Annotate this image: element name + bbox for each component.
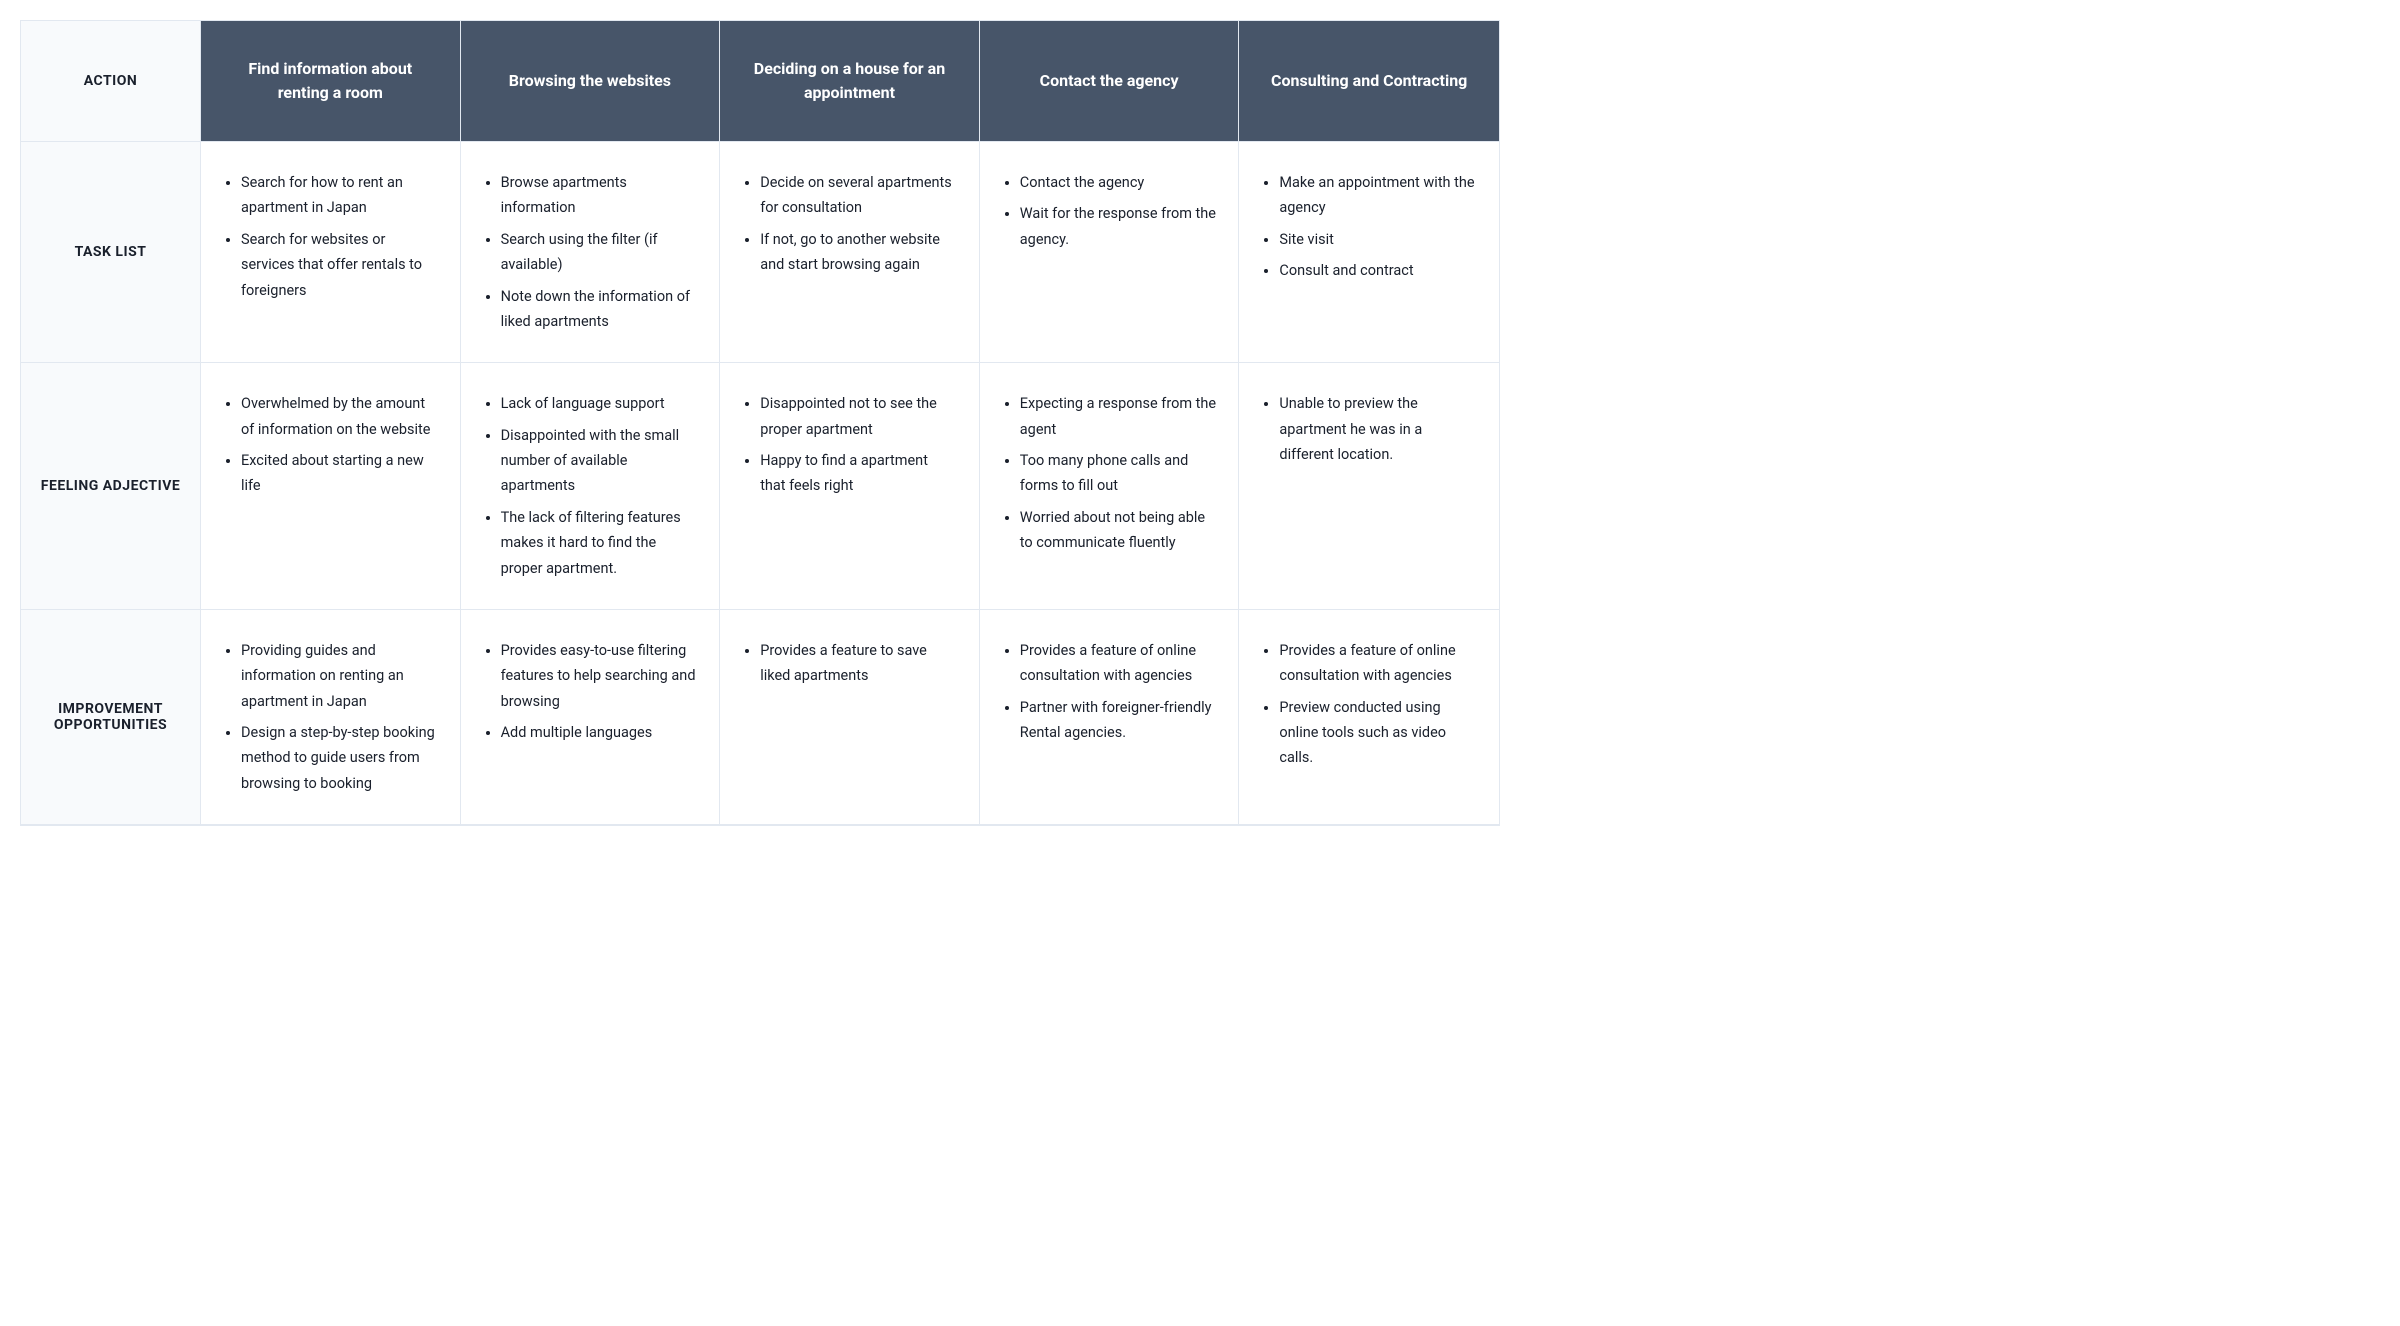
tasklist-cell-1: Browse apartments information Search usi… bbox=[461, 142, 721, 363]
improvement-cell-2: Provides a feature to save liked apartme… bbox=[720, 610, 980, 825]
list-item: Wait for the response from the agency. bbox=[1020, 201, 1217, 252]
tasklist-4: Make an appointment with the agency Site… bbox=[1261, 170, 1477, 284]
row-header-improvement: IMPROVEMENT OPPORTUNITIES bbox=[21, 610, 201, 825]
row-header-feeling: FEELING ADJECTIVE bbox=[21, 363, 201, 610]
list-item: Preview conducted using online tools suc… bbox=[1279, 695, 1477, 771]
list-item: Providing guides and information on rent… bbox=[241, 638, 438, 714]
improvement-cell-0: Providing guides and information on rent… bbox=[201, 610, 461, 825]
feeling-cell-3: Expecting a response from the agent Too … bbox=[980, 363, 1240, 610]
improvement-4: Provides a feature of online consultatio… bbox=[1261, 638, 1477, 771]
improvement-0: Providing guides and information on rent… bbox=[223, 638, 438, 796]
list-item: Browse apartments information bbox=[501, 170, 698, 221]
tasklist-cell-2: Decide on several apartments for consult… bbox=[720, 142, 980, 363]
tasklist-cell-0: Search for how to rent an apartment in J… bbox=[201, 142, 461, 363]
tasklist-1: Browse apartments information Search usi… bbox=[483, 170, 698, 334]
improvement-cell-4: Provides a feature of online consultatio… bbox=[1239, 610, 1499, 825]
improvement-cell-1: Provides easy-to-use filtering features … bbox=[461, 610, 721, 825]
list-item: The lack of filtering features makes it … bbox=[501, 505, 698, 581]
column-header-1: Browsing the websites bbox=[461, 21, 721, 142]
feeling-cell-4: Unable to preview the apartment he was i… bbox=[1239, 363, 1499, 610]
list-item: Lack of language support bbox=[501, 391, 698, 416]
column-header-2: Deciding on a house for an appointment bbox=[720, 21, 980, 142]
list-item: Provides easy-to-use filtering features … bbox=[501, 638, 698, 714]
list-item: Happy to find a apartment that feels rig… bbox=[760, 448, 957, 499]
list-item: Too many phone calls and forms to fill o… bbox=[1020, 448, 1217, 499]
list-item: Contact the agency bbox=[1020, 170, 1217, 195]
list-item: Excited about starting a new life bbox=[241, 448, 438, 499]
list-item: Search for websites or services that off… bbox=[241, 227, 438, 303]
list-item: Worried about not being able to communic… bbox=[1020, 505, 1217, 556]
column-header-3: Contact the agency bbox=[980, 21, 1240, 142]
list-item: Site visit bbox=[1279, 227, 1477, 252]
improvement-1: Provides easy-to-use filtering features … bbox=[483, 638, 698, 746]
list-item: Consult and contract bbox=[1279, 258, 1477, 283]
list-item: Search for how to rent an apartment in J… bbox=[241, 170, 438, 221]
feeling-4: Unable to preview the apartment he was i… bbox=[1261, 391, 1477, 467]
list-item: Partner with foreigner-friendly Rental a… bbox=[1020, 695, 1217, 746]
list-item: Note down the information of liked apart… bbox=[501, 284, 698, 335]
tasklist-cell-3: Contact the agency Wait for the response… bbox=[980, 142, 1240, 363]
tasklist-cell-4: Make an appointment with the agency Site… bbox=[1239, 142, 1499, 363]
list-item: Design a step-by-step booking method to … bbox=[241, 720, 438, 796]
list-item: Provides a feature of online consultatio… bbox=[1279, 638, 1477, 689]
column-header-4: Consulting and Contracting bbox=[1239, 21, 1499, 142]
feeling-2: Disappointed not to see the proper apart… bbox=[742, 391, 957, 499]
list-item: Decide on several apartments for consult… bbox=[760, 170, 957, 221]
row-header-action: ACTION bbox=[21, 21, 201, 142]
list-item: Disappointed not to see the proper apart… bbox=[760, 391, 957, 442]
list-item: Make an appointment with the agency bbox=[1279, 170, 1477, 221]
improvement-2: Provides a feature to save liked apartme… bbox=[742, 638, 957, 689]
feeling-cell-0: Overwhelmed by the amount of information… bbox=[201, 363, 461, 610]
list-item: Search using the filter (if available) bbox=[501, 227, 698, 278]
feeling-cell-2: Disappointed not to see the proper apart… bbox=[720, 363, 980, 610]
tasklist-2: Decide on several apartments for consult… bbox=[742, 170, 957, 278]
list-item: Provides a feature to save liked apartme… bbox=[760, 638, 957, 689]
list-item: If not, go to another website and start … bbox=[760, 227, 957, 278]
list-item: Provides a feature of online consultatio… bbox=[1020, 638, 1217, 689]
list-item: Add multiple languages bbox=[501, 720, 698, 745]
list-item: Expecting a response from the agent bbox=[1020, 391, 1217, 442]
tasklist-3: Contact the agency Wait for the response… bbox=[1002, 170, 1217, 252]
improvement-3: Provides a feature of online consultatio… bbox=[1002, 638, 1217, 746]
improvement-cell-3: Provides a feature of online consultatio… bbox=[980, 610, 1240, 825]
feeling-cell-1: Lack of language support Disappointed wi… bbox=[461, 363, 721, 610]
column-header-0: Find information about renting a room bbox=[201, 21, 461, 142]
row-header-tasklist: TASK LIST bbox=[21, 142, 201, 363]
list-item: Unable to preview the apartment he was i… bbox=[1279, 391, 1477, 467]
journey-map-table: ACTION Find information about renting a … bbox=[20, 20, 1500, 826]
list-item: Overwhelmed by the amount of information… bbox=[241, 391, 438, 442]
feeling-0: Overwhelmed by the amount of information… bbox=[223, 391, 438, 499]
feeling-3: Expecting a response from the agent Too … bbox=[1002, 391, 1217, 555]
feeling-1: Lack of language support Disappointed wi… bbox=[483, 391, 698, 581]
list-item: Disappointed with the small number of av… bbox=[501, 423, 698, 499]
tasklist-0: Search for how to rent an apartment in J… bbox=[223, 170, 438, 303]
